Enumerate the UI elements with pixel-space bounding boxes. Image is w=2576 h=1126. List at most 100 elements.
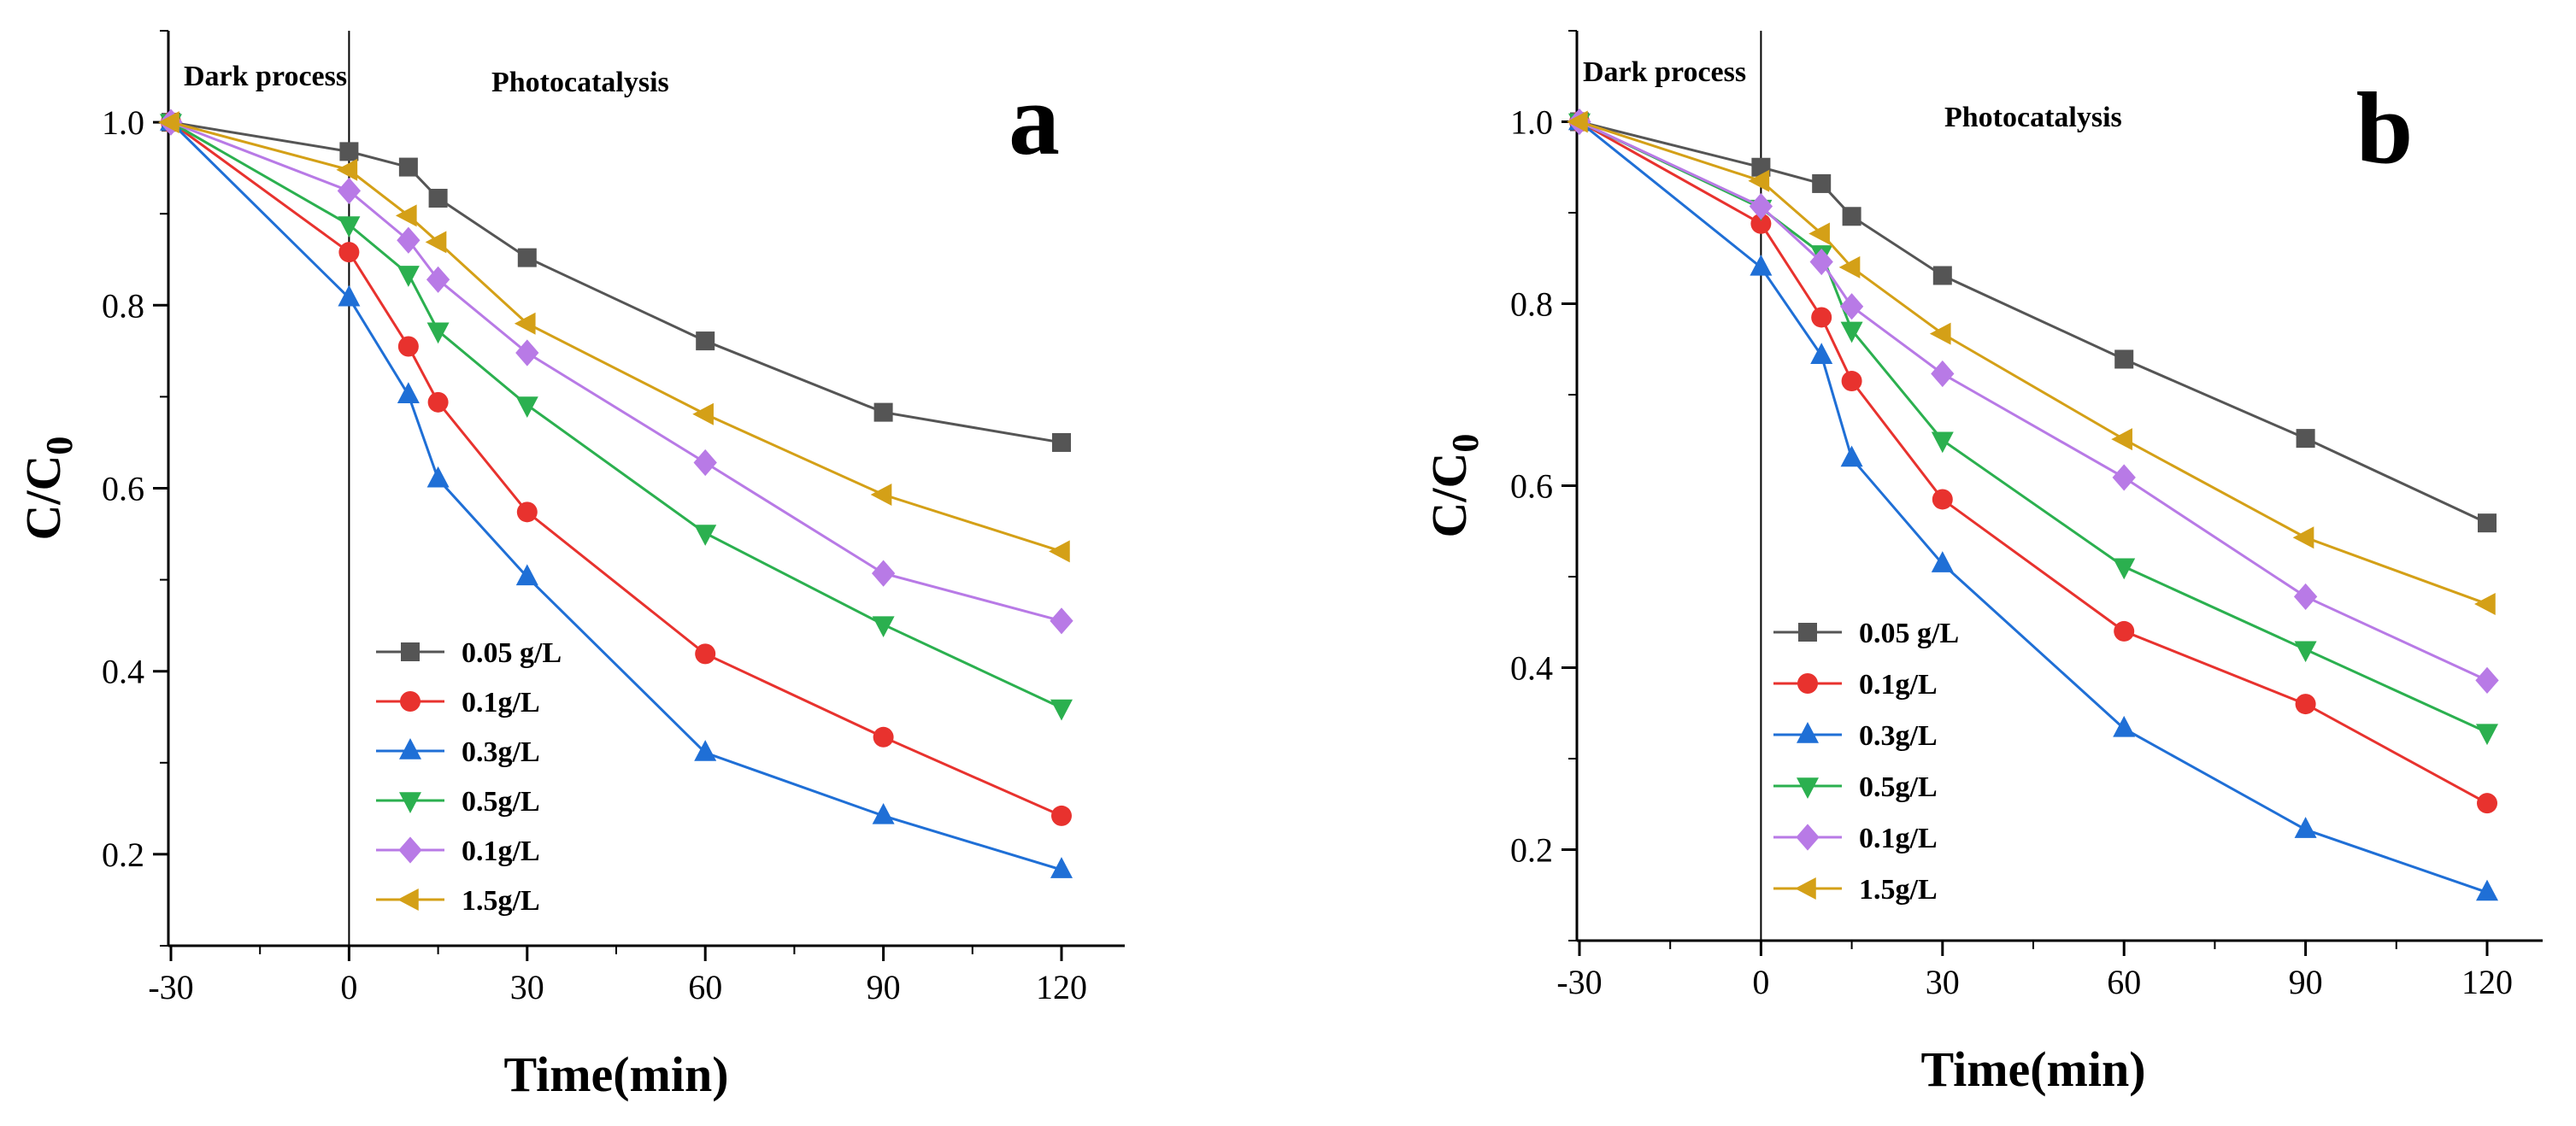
series-line [170,120,1062,709]
data-point [694,525,717,546]
data-point [515,339,539,367]
legend-marker [397,888,419,911]
y-axis-title: C/C0 [1421,434,1486,538]
series-line [170,120,1062,623]
data-point [1049,540,1070,563]
data-point [1809,248,1833,276]
data-point [426,266,450,293]
data-point [694,740,717,761]
series-3 [1568,113,2498,746]
series-4 [1567,108,2499,695]
chart-panel-a: -30 0 30 60 90 120 0.2 0.4 0.6 0.8 1.0 Time(min) C/C… [15,30,1125,1102]
data-point [338,284,361,307]
legend-marker [398,836,422,864]
x-tick-label: 30 [510,968,544,1006]
x-tick-label: 60 [2107,963,2141,1001]
y-tick-label: 0.8 [102,286,144,325]
data-point [1841,371,1862,392]
data-point [2296,429,2315,449]
data-point [873,726,894,748]
data-point [395,204,417,227]
legend-label: 1.5g/L [462,885,540,917]
series-line [1579,120,2488,525]
data-point [2294,641,2317,663]
data-point [517,248,537,267]
legend-label: 0.1g/L [1859,669,1938,701]
y-axis-title-main: C/C [15,455,71,541]
y-axis-title-subscript: 0 [1444,434,1486,453]
data-point [398,157,418,177]
data-point [515,396,538,418]
data-point [1567,110,1588,133]
data-point [397,382,420,404]
data-point [1838,255,1861,279]
y-tick-label: 0.2 [1510,831,1553,870]
y-tick-label: 0.8 [1510,285,1553,324]
data-point [1931,360,1955,388]
data-point [397,226,421,254]
series-line [1579,120,2488,894]
data-point [1810,343,1833,364]
data-point [2112,464,2136,491]
x-tick-label: -30 [148,968,193,1006]
series-0 [162,113,1071,452]
x-tick-label: 120 [2461,963,2513,1001]
x-tick-label: 60 [688,968,722,1006]
x-tick-label: -30 [1556,963,1602,1001]
dark-process-label: Dark process [1583,56,1746,88]
legend-label: 0.1g/L [1859,823,1938,854]
legend-marker [400,691,421,712]
data-point [1052,432,1071,452]
legend: 0.05 g/L 0.1g/L 0.3g/L 0.5g/L 0.1g/L 1.5g/L [376,637,562,917]
series-line [1579,120,2488,805]
x-tick-label: 90 [867,968,901,1006]
data-point [515,564,538,586]
series-line [1579,120,2488,606]
data-point [158,111,179,134]
data-point [2114,620,2135,642]
y-axis-title-subscript: 0 [38,437,80,455]
data-point [1050,607,1073,635]
data-point [1808,222,1830,245]
photocatalysis-label: Photocatalysis [1944,102,2122,133]
data-point [1931,431,1954,454]
data-point [2476,724,2498,746]
x-tick-label: 0 [1752,963,1769,1001]
data-point [1050,857,1073,878]
data-point [1840,445,1863,467]
data-point [2292,526,2314,549]
data-point [2474,592,2496,615]
data-point [2295,694,2316,715]
data-point [696,331,715,351]
data-point [425,231,447,254]
legend: 0.05 g/L 0.1g/L 0.3g/L 0.5g/L 0.1g/L 1.5g/L [1773,618,1959,906]
series-line [170,120,1062,553]
legend-label: 1.5g/L [1859,874,1938,906]
data-point [2114,349,2134,369]
x-tick-label: 30 [1926,963,1960,1001]
data-point [428,188,448,208]
photocatalysis-label: Photocatalysis [491,67,669,98]
y-tick-label: 0.4 [102,653,144,691]
series-line [1579,120,2488,682]
data-point [2475,666,2499,695]
data-point [1929,322,1951,345]
legend-marker [399,792,421,813]
series-4 [159,108,1073,635]
panel-letter: a [1009,62,1060,176]
data-point [1932,489,1953,510]
legend-marker [1798,623,1817,642]
legend-label: 0.3g/L [462,736,540,768]
data-point [2113,715,2136,737]
data-point [872,616,895,638]
series-5 [158,111,1070,563]
series-line [170,120,1062,818]
dark-process-label: Dark process [184,61,347,92]
data-point [1842,207,1861,226]
legend-marker [1795,877,1816,900]
legend-marker [1797,673,1818,694]
y-tick-label: 0.6 [1510,467,1553,506]
data-point [1750,213,1772,234]
legend-label: 0.1g/L [462,836,540,867]
data-point [2478,513,2497,533]
